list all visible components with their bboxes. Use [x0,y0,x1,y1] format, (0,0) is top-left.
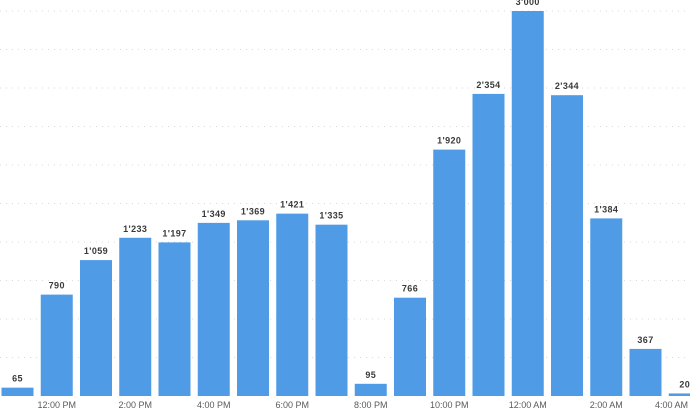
bar[interactable] [668,393,690,396]
x-tick-label: 10:00 PM [430,400,469,410]
bar-value-label: 1'384 [594,204,618,214]
x-axis-ticks: 12:00 PM 2:00 PM 4:00 PM 6:00 PM 8:00 PM 10:0… [37,400,688,410]
bar-value-label: 2'354 [476,80,500,90]
x-tick-label: 2:00 PM [118,400,152,410]
bar[interactable] [511,11,544,396]
bar[interactable] [80,260,112,397]
bar-value-label: 790 [49,281,65,291]
value-labels: 65 790 1'059 1'233 1'197 1'349 1'369 1'421 1'335… [12,0,690,389]
bar[interactable] [472,93,505,397]
bar[interactable] [551,95,583,396]
bar-value-label: 1'369 [241,206,265,216]
bar[interactable] [354,383,387,396]
bar[interactable] [158,242,191,396]
bar-value-label: 1'349 [202,209,226,219]
bar-value-label: 3'000 [516,0,540,7]
bar[interactable] [197,222,230,396]
bar-value-label: 20 [679,379,690,389]
bar-value-label: 1'233 [123,224,147,234]
bar-value-label: 95 [365,370,376,380]
x-tick-label: 2:00 AM [590,400,623,410]
bar[interactable] [629,348,662,396]
bar[interactable] [433,149,466,396]
bar-value-label: 2'344 [555,81,579,91]
x-tick-label: 12:00 PM [37,400,76,410]
bar[interactable] [590,218,623,396]
bar-value-label: 1'059 [84,246,108,256]
bar[interactable] [315,224,348,396]
x-tick-label: 12:00 AM [509,400,547,410]
x-tick-label: 6:00 PM [275,400,309,410]
bar[interactable] [40,294,73,396]
x-tick-label: 4:00 PM [197,400,231,410]
bar-value-label: 1'920 [437,136,461,146]
bar[interactable] [276,213,309,396]
bar[interactable] [394,297,426,396]
bar-value-label: 766 [402,284,418,294]
bar[interactable] [237,220,269,396]
bar-value-label: 1'421 [280,200,304,210]
bar-value-label: 1'197 [162,228,186,238]
bars [1,11,690,397]
bar[interactable] [1,387,34,396]
bar-value-label: 65 [12,374,23,384]
gridlines [0,10,690,358]
bar-value-label: 1'335 [319,211,343,221]
bar[interactable] [119,237,152,396]
x-tick-label: 8:00 PM [354,400,388,410]
bar-value-label: 367 [637,335,653,345]
x-tick-label: 4:00 AM [655,400,688,410]
